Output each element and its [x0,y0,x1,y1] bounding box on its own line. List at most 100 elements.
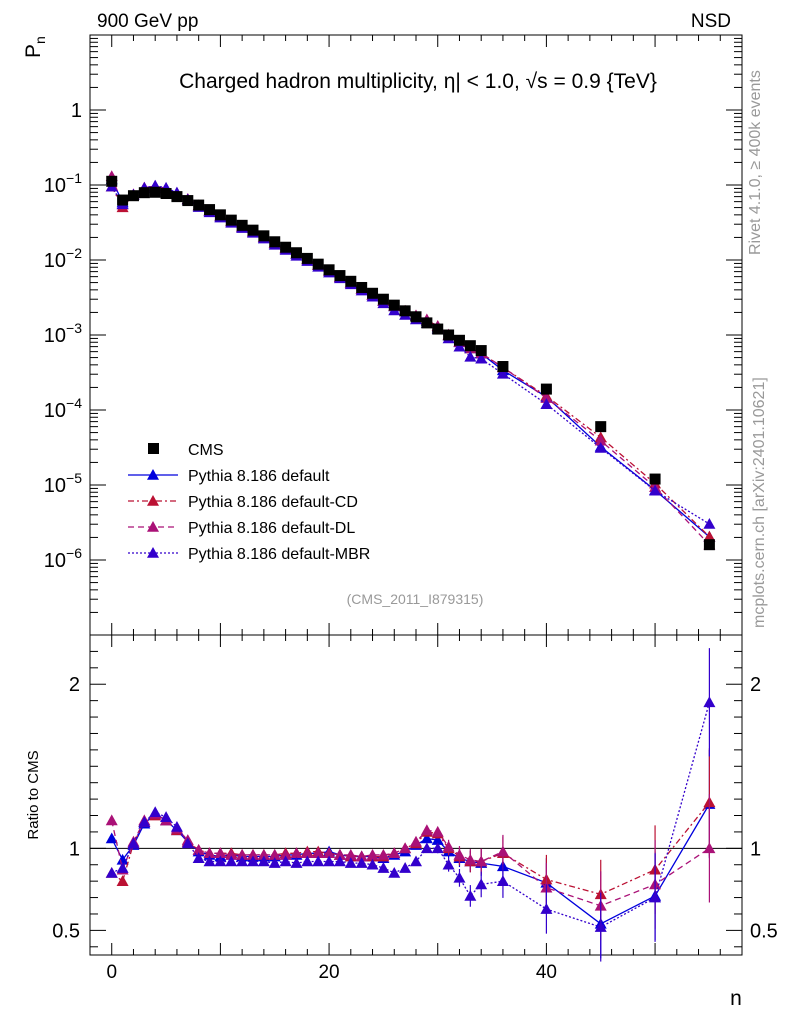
ratio-point [355,857,368,868]
xlabel: n [730,987,742,1010]
series-point [496,367,509,379]
ratio-point [453,848,466,860]
ratio-y-tick-label-right: 2 [750,674,761,696]
series-point [540,398,553,409]
series-point [475,352,488,364]
ratio-point [160,811,173,822]
ratio-point [149,806,162,818]
ratio-point [192,852,205,863]
main-y-tick-base: 10 [44,475,66,497]
chart-title: Charged hadron multiplicity, η| < 1.0, √… [179,70,657,93]
cms-point [410,311,422,323]
cms-point [323,264,335,276]
series-point [649,484,662,496]
main-ylabel-sub: n [32,36,48,44]
cms-point [106,175,118,187]
ratio-point [116,875,129,886]
ratio-point [279,848,292,860]
ratio-point [116,862,129,873]
main-y-tick-exponent: −1 [66,170,82,186]
main-plot-marks [105,170,716,551]
main-ylabel-text: P [22,44,45,58]
cms-point [149,186,161,198]
x-tick-label: 0 [106,962,117,983]
legend-entry: Pythia 8.186 default-MBR [128,546,370,563]
cms-point [356,281,368,293]
ratio-point [138,816,151,827]
series-point [703,517,716,529]
ratio-point [703,842,716,854]
cms-point [182,195,194,207]
cms-point [214,209,226,221]
ratio-point [475,855,488,867]
cms-point [649,473,661,485]
mcplots-info: mcplots.cern.ch [arXiv:2401.10621] [751,377,768,628]
ratio-point [333,848,346,860]
main-y-tick-base: 10 [44,175,66,197]
ratio-point [431,825,444,837]
main-y-tick-exponent: −5 [66,470,82,486]
ratio-y-tick-label: 1 [69,838,80,860]
ratio-point [420,824,433,836]
ratio-point [105,832,118,844]
cms-point [475,345,487,357]
cms-point [301,252,313,264]
ratio-point [225,848,238,860]
legend-label: CMS [188,442,224,459]
ratio-point [214,847,227,859]
main-y-tick-exponent: −4 [66,395,82,411]
cms-point [388,299,400,311]
cms-point [703,539,715,551]
cms-point [225,214,237,226]
main-y-tick-base: 10 [44,250,66,272]
ratio-point [247,848,259,860]
main-y-tick-exponent: −6 [66,545,82,561]
ratio-point [420,832,433,844]
main-y-tick-label: 10−2 [44,245,82,272]
cms-point [171,191,183,203]
ratio-point [496,875,509,886]
ratio-point [236,855,249,867]
cms-point [595,421,607,433]
ratio-point [377,848,390,860]
ratio-point [594,921,607,932]
ratio-point [703,696,716,708]
cms-point [236,219,248,231]
ratio-point [388,866,401,878]
series-point [540,392,553,403]
cms-data [106,175,715,551]
series-2 [105,170,716,550]
ratio-point [170,821,183,832]
ratio-point [344,848,357,860]
x-tick-label: 20 [318,962,339,983]
cms-point [540,383,552,395]
ratio-point [420,842,433,854]
ratio-plot-frame [89,634,743,956]
ratio-series-line [111,803,710,925]
ratio-point [366,858,379,870]
main-y-tick-label: 10−6 [44,545,82,572]
legend-marker [147,469,159,480]
series-point [703,530,716,542]
cms-point [127,190,139,202]
ratio-point [323,855,336,867]
ratio-point [301,847,314,859]
legend-marker [147,547,159,558]
ratio-series-3 [105,648,716,962]
cms-point [312,258,324,270]
ratio-series-1 [105,748,716,929]
main-y-tick-exponent: −3 [66,320,82,336]
ratio-point [268,857,281,868]
ratio-series-line [111,702,711,928]
analysis-id: (CMS_2011_I879315) [347,591,484,607]
cms-point [377,293,389,305]
ratio-point [540,903,553,914]
ratio-point [442,840,455,852]
ratio-y-tick-label-right: 0.5 [750,920,778,942]
cms-point [421,317,433,329]
main-y-tick-label: 10−1 [44,170,82,197]
ratio-point [290,857,303,868]
legend-marker [147,521,159,532]
cms-point [443,329,455,341]
cms-point [290,247,302,259]
